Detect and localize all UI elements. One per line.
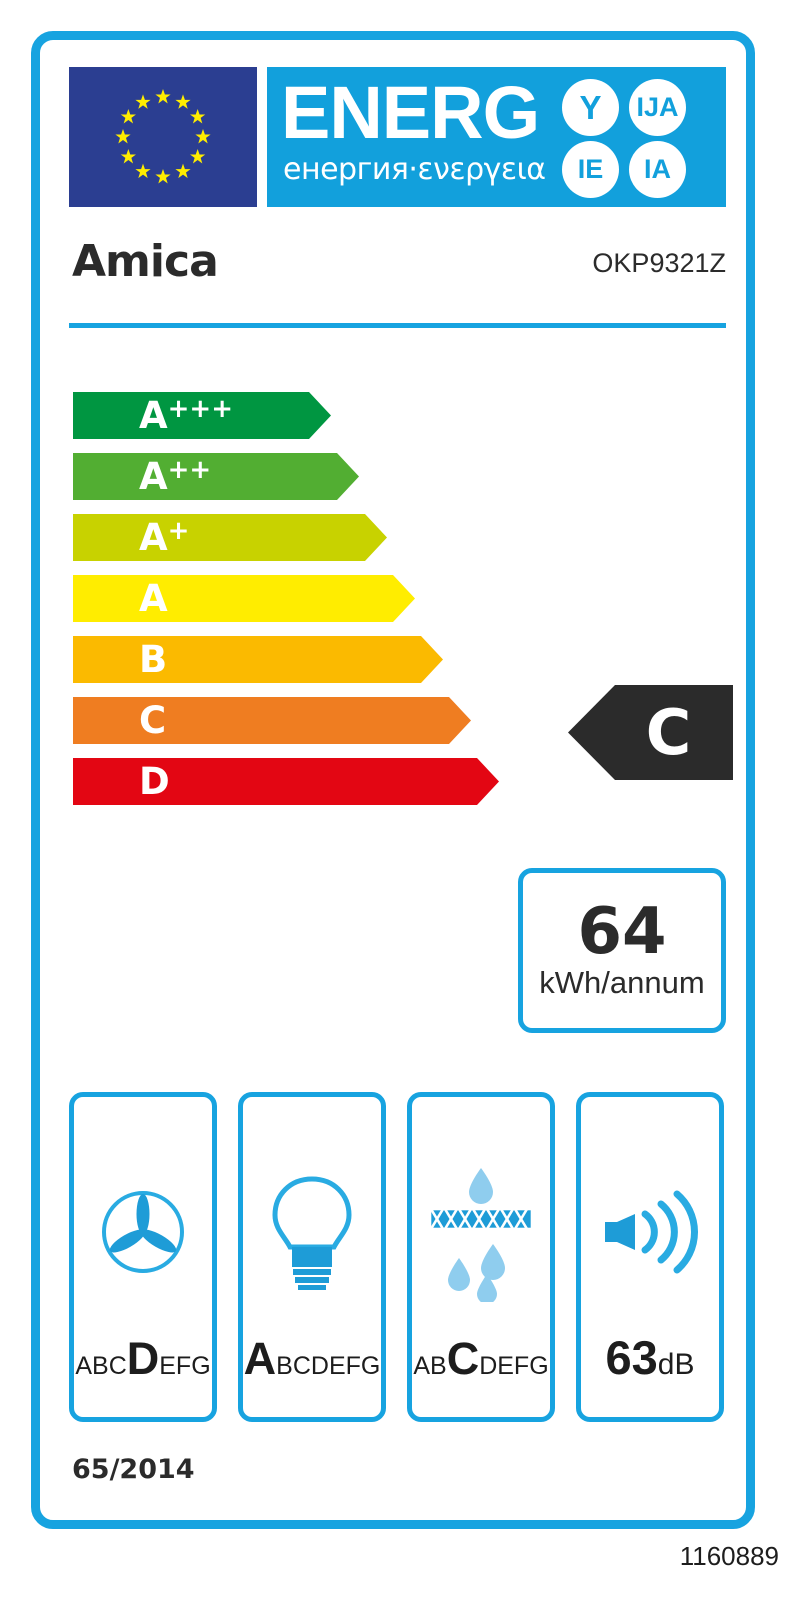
caption-suffix: DEFG <box>479 1352 549 1380</box>
energy-label-frame: ENERG енергия·ενεργεια Y IJA IE IA Amica… <box>31 31 755 1529</box>
energy-class-bar-tip <box>421 636 443 683</box>
annual-consumption-value: 64 <box>577 894 667 969</box>
annual-consumption-unit: kWh/annum <box>539 964 705 1000</box>
energy-class-bar-label: D <box>139 760 170 803</box>
energy-subtitle: енергия·ενεργεια <box>283 152 546 187</box>
pictogram-lighting-efficiency: ABCDEFG <box>238 1092 386 1422</box>
energy-badge-y: Y <box>562 79 619 136</box>
energy-class-bar-label: C <box>139 699 167 742</box>
brand-name: Amica <box>72 236 219 287</box>
energy-class-bar-body <box>73 636 421 683</box>
annual-consumption-box: 64 kWh/annum <box>518 868 726 1033</box>
caption-rating: A <box>243 1333 277 1384</box>
label-header: ENERG енергия·ενεργεια Y IJA IE IA <box>69 67 726 207</box>
document-number: 1160889 <box>679 1541 779 1571</box>
energy-class-bar: A++ <box>73 453 359 500</box>
energy-class-bar-tip <box>477 758 499 805</box>
pictogram-caption-fluid-dynamic-efficiency: ABCDEFG <box>74 1333 212 1385</box>
energy-badge-ija: IJA <box>629 79 686 136</box>
energy-wordmark-text: ENERG енергия·ενεργεια <box>281 71 551 203</box>
energy-wordmark-block: ENERG енергия·ενεργεια Y IJA IE IA <box>267 67 726 207</box>
energy-class-scale: A+++ A++ A+ A B C D <box>73 392 533 812</box>
energy-class-bar-tip <box>365 514 387 561</box>
energy-class-bar-body <box>73 453 337 500</box>
grease-filter-icon <box>412 1137 550 1327</box>
energy-class-bar-body <box>73 392 309 439</box>
pictogram-row: ABCDEFG ABCDEFG <box>69 1092 726 1422</box>
energy-class-bar: D <box>73 758 499 805</box>
caption-prefix: AB <box>413 1352 447 1380</box>
eu-flag-icon <box>69 67 257 207</box>
caption-suffix: EFG <box>159 1352 211 1380</box>
pictogram-caption-lighting-efficiency: ABCDEFG <box>243 1333 381 1385</box>
energy-class-bar-label: B <box>139 638 168 681</box>
energy-class-bar: C <box>73 697 471 744</box>
energy-class-bar-tip <box>337 453 359 500</box>
brand-row: Amica OKP9321Z <box>69 236 726 298</box>
energy-class-bar-tip <box>393 575 415 622</box>
energy-badge-ie: IE <box>562 141 619 198</box>
energy-class-bar-label: A++ <box>139 455 212 498</box>
energy-class-bar-tip <box>309 392 331 439</box>
caption-suffix: BCDEFG <box>276 1352 381 1380</box>
selected-class-arrow: C <box>568 685 733 780</box>
pictogram-caption-grease-filtering-efficiency: ABCDEFG <box>412 1333 550 1385</box>
header-divider <box>69 323 726 328</box>
energy-class-bar: A+ <box>73 514 387 561</box>
energy-class-bar-tip <box>449 697 471 744</box>
fan-icon <box>74 1137 212 1327</box>
selected-class-letter: C <box>645 696 692 769</box>
caption-db-value: 63 <box>605 1331 658 1384</box>
model-name: OKP9321Z <box>592 248 726 278</box>
pictogram-grease-filtering-efficiency: ABCDEFG <box>407 1092 555 1422</box>
pictogram-caption-sound-power: 63dB <box>581 1330 719 1385</box>
energy-class-bar-body <box>73 575 393 622</box>
energy-badge-ia: IA <box>629 141 686 198</box>
pictogram-fluid-dynamic-efficiency: ABCDEFG <box>69 1092 217 1422</box>
pictogram-sound-power: 63dB <box>576 1092 724 1422</box>
energy-class-bar-label: A <box>139 577 168 620</box>
regulation-reference: 65/2014 <box>72 1454 195 1485</box>
energy-class-bar-label: A+++ <box>139 394 233 437</box>
energy-class-bar: B <box>73 636 443 683</box>
energy-class-bar-body <box>73 514 365 561</box>
energy-class-bar: A+++ <box>73 392 331 439</box>
caption-rating: D <box>126 1333 160 1384</box>
energy-class-bar-label: A+ <box>139 516 190 559</box>
energy-class-bar-body <box>73 758 477 805</box>
lamp-icon <box>243 1137 381 1327</box>
energy-label-body: ENERG енергия·ενεργεια Y IJA IE IA Amica… <box>40 40 746 1520</box>
sound-icon <box>581 1137 719 1327</box>
energy-class-bar: A <box>73 575 415 622</box>
energy-word: ENERG <box>281 71 540 154</box>
caption-prefix: ABC <box>75 1352 127 1380</box>
caption-rating: C <box>446 1333 480 1384</box>
energy-class-bar-body <box>73 697 449 744</box>
caption-db-unit: dB <box>657 1348 695 1381</box>
